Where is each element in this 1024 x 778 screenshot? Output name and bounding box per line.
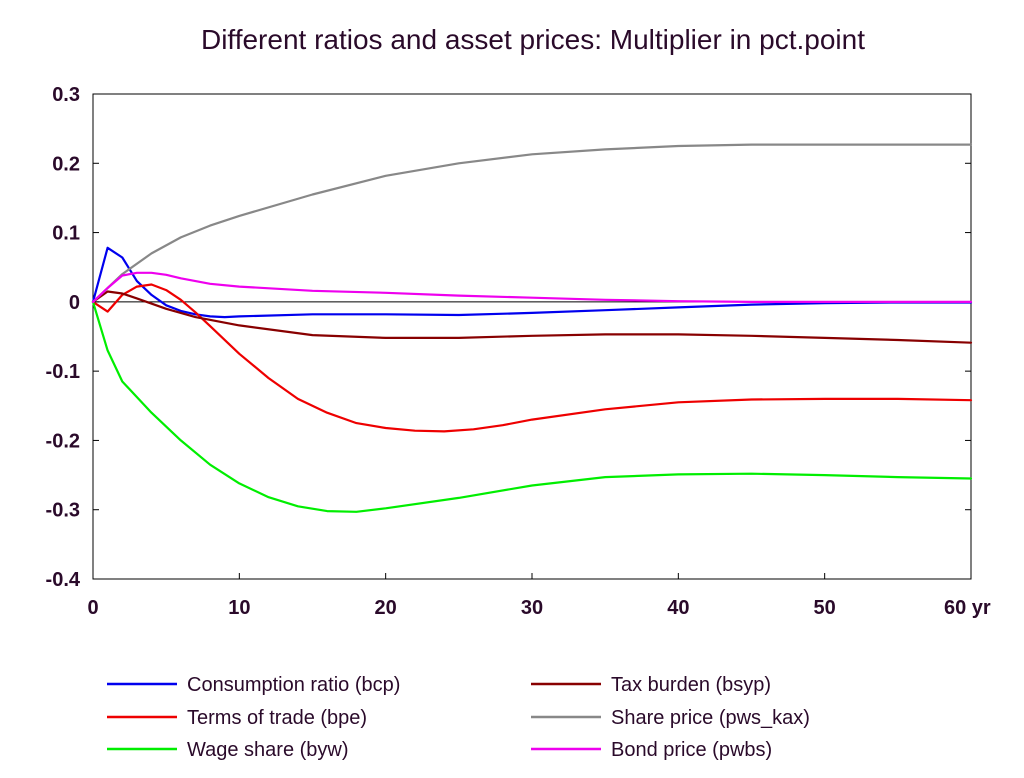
y-tick-label: 0.2 [52, 153, 80, 175]
axis-ticks: -0.4 -0.3 -0.2 -0.1 0 0.1 0.2 0.3 0 10 20 30 40 50 60 … [46, 84, 991, 619]
series-line [91, 290, 973, 344]
legend-label: Share price (pws_kax) [611, 707, 810, 729]
series-line [91, 271, 973, 303]
x-tick-label: 30 [521, 597, 543, 619]
series-layer [91, 143, 973, 513]
x-tick-label: 10 [228, 597, 250, 619]
y-tick-label: 0.1 [52, 223, 80, 245]
y-tick-label: -0.4 [46, 569, 81, 591]
legend-label: Tax burden (bsyp) [611, 674, 771, 696]
series-line [91, 246, 973, 319]
series-line [91, 300, 973, 513]
y-tick-label: -0.3 [46, 500, 80, 522]
legend-label: Consumption ratio (bcp) [187, 674, 400, 696]
x-tick-label: 60 yr [944, 597, 991, 619]
y-tick-label: -0.2 [46, 430, 80, 452]
legend-label: Wage share (byw) [187, 739, 349, 761]
y-tick-label: 0.3 [52, 84, 80, 106]
x-tick-label: 40 [667, 597, 689, 619]
x-tick-label: 0 [87, 597, 98, 619]
x-tick-label: 50 [814, 597, 836, 619]
y-tick-label: -0.1 [46, 361, 80, 383]
legend-label: Bond price (pwbs) [611, 739, 772, 761]
series-line [91, 143, 973, 303]
x-tick-label: 20 [375, 597, 397, 619]
legend-label: Terms of trade (bpe) [187, 707, 367, 729]
series-line [91, 283, 973, 433]
chart-title: Different ratios and asset prices: Multi… [201, 24, 865, 55]
y-tick-label: 0 [69, 292, 80, 314]
legend: Consumption ratio (bcp) Terms of trade (b… [107, 674, 810, 761]
